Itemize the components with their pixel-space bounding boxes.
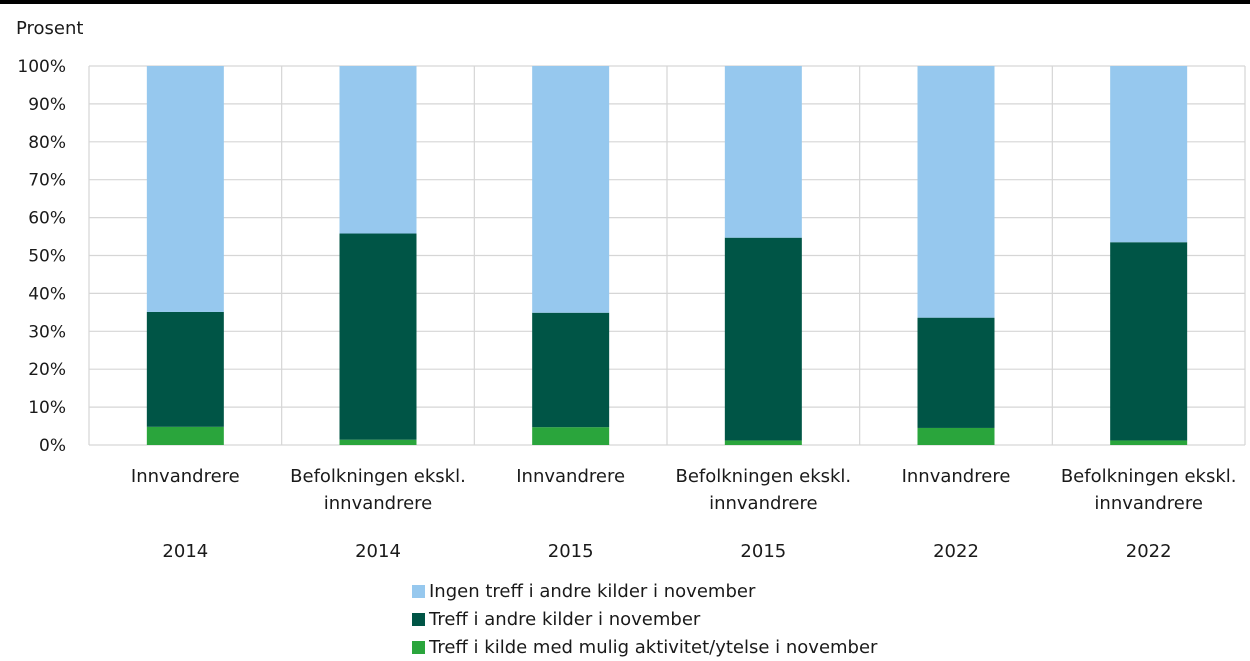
y-tick-labels: 0% 10% 20% 30% 40% 50% 60% 70% 80% 90% 100% [17, 57, 66, 456]
bar-segment [1110, 242, 1188, 441]
x-year-label: 2014 [355, 541, 401, 562]
bar-segment [724, 237, 802, 441]
y-axis-label: Prosent [16, 18, 83, 39]
y-tick-label: 90% [28, 95, 66, 115]
x-year-label: 2022 [933, 541, 979, 562]
x-year-label: 2015 [740, 541, 786, 562]
bar-segment [146, 426, 224, 445]
bar-segment [339, 66, 417, 234]
legend-label: Ingen treff i andre kilder i november [429, 580, 756, 602]
legend-label: Treff i andre kilder i november [429, 608, 701, 630]
y-tick-label: 40% [28, 284, 66, 304]
bar-segment [146, 66, 224, 312]
x-year-label: 2014 [162, 541, 208, 562]
x-category-label: Befolkningen ekskl. innvandrere [290, 466, 466, 514]
legend-item: Treff i kilde med mulig aktivitet/ytelse… [412, 633, 877, 661]
y-tick-label: 10% [28, 398, 66, 418]
stacked-bar-chart: Prosent 0% 10% 20% 30% 40% 50% 60% 70% 80% 90% 100… [16, 18, 1246, 562]
bar-segment [917, 66, 995, 318]
legend-swatch [412, 640, 425, 654]
y-tick-label: 30% [28, 322, 66, 342]
legend-swatch [412, 584, 425, 598]
bar-segment [1110, 440, 1188, 445]
bar-segment [339, 233, 417, 440]
y-tick-label: 20% [28, 360, 66, 380]
x-year-label: 2015 [548, 541, 594, 562]
y-tick-label: 70% [28, 171, 66, 191]
bar-segment [339, 439, 417, 445]
legend-item: Ingen treff i andre kilder i november [412, 577, 877, 605]
x-year-label: 2022 [1126, 541, 1172, 562]
x-category-label: Innvandrere [902, 466, 1011, 487]
x-category-label: Befolkningen ekskl. innvandrere [1061, 466, 1237, 514]
bar-segment [917, 427, 995, 445]
y-tick-label: 0% [39, 436, 66, 456]
bar-segment [1110, 66, 1188, 243]
bar-segment [532, 66, 610, 313]
x-category-label: Innvandrere [516, 466, 625, 487]
bar-segment [917, 317, 995, 428]
gridlines [88, 65, 1246, 446]
bars [146, 66, 1188, 445]
top-rule [0, 0, 1250, 4]
x-category-label: Befolkningen ekskl. innvandrere [675, 466, 851, 514]
bar-segment [724, 66, 802, 238]
bar-segment [724, 440, 802, 445]
legend-swatch [412, 612, 425, 626]
legend-item: Treff i andre kilder i november [412, 605, 877, 633]
y-tick-label: 100% [17, 57, 66, 77]
y-tick-label: 80% [28, 133, 66, 153]
x-category-label: Innvandrere [131, 466, 240, 487]
y-tick-label: 50% [28, 247, 66, 267]
x-tick-labels: Innvandrere 2014 Befolkningen ekskl. innvan… [131, 466, 1237, 562]
bar-segment [532, 427, 610, 445]
y-tick-label: 60% [28, 209, 66, 229]
bar-segment [146, 311, 224, 427]
legend: Ingen treff i andre kilder i november Tre… [412, 577, 877, 661]
legend-label: Treff i kilde med mulig aktivitet/ytelse… [429, 636, 878, 658]
bar-segment [532, 312, 610, 428]
